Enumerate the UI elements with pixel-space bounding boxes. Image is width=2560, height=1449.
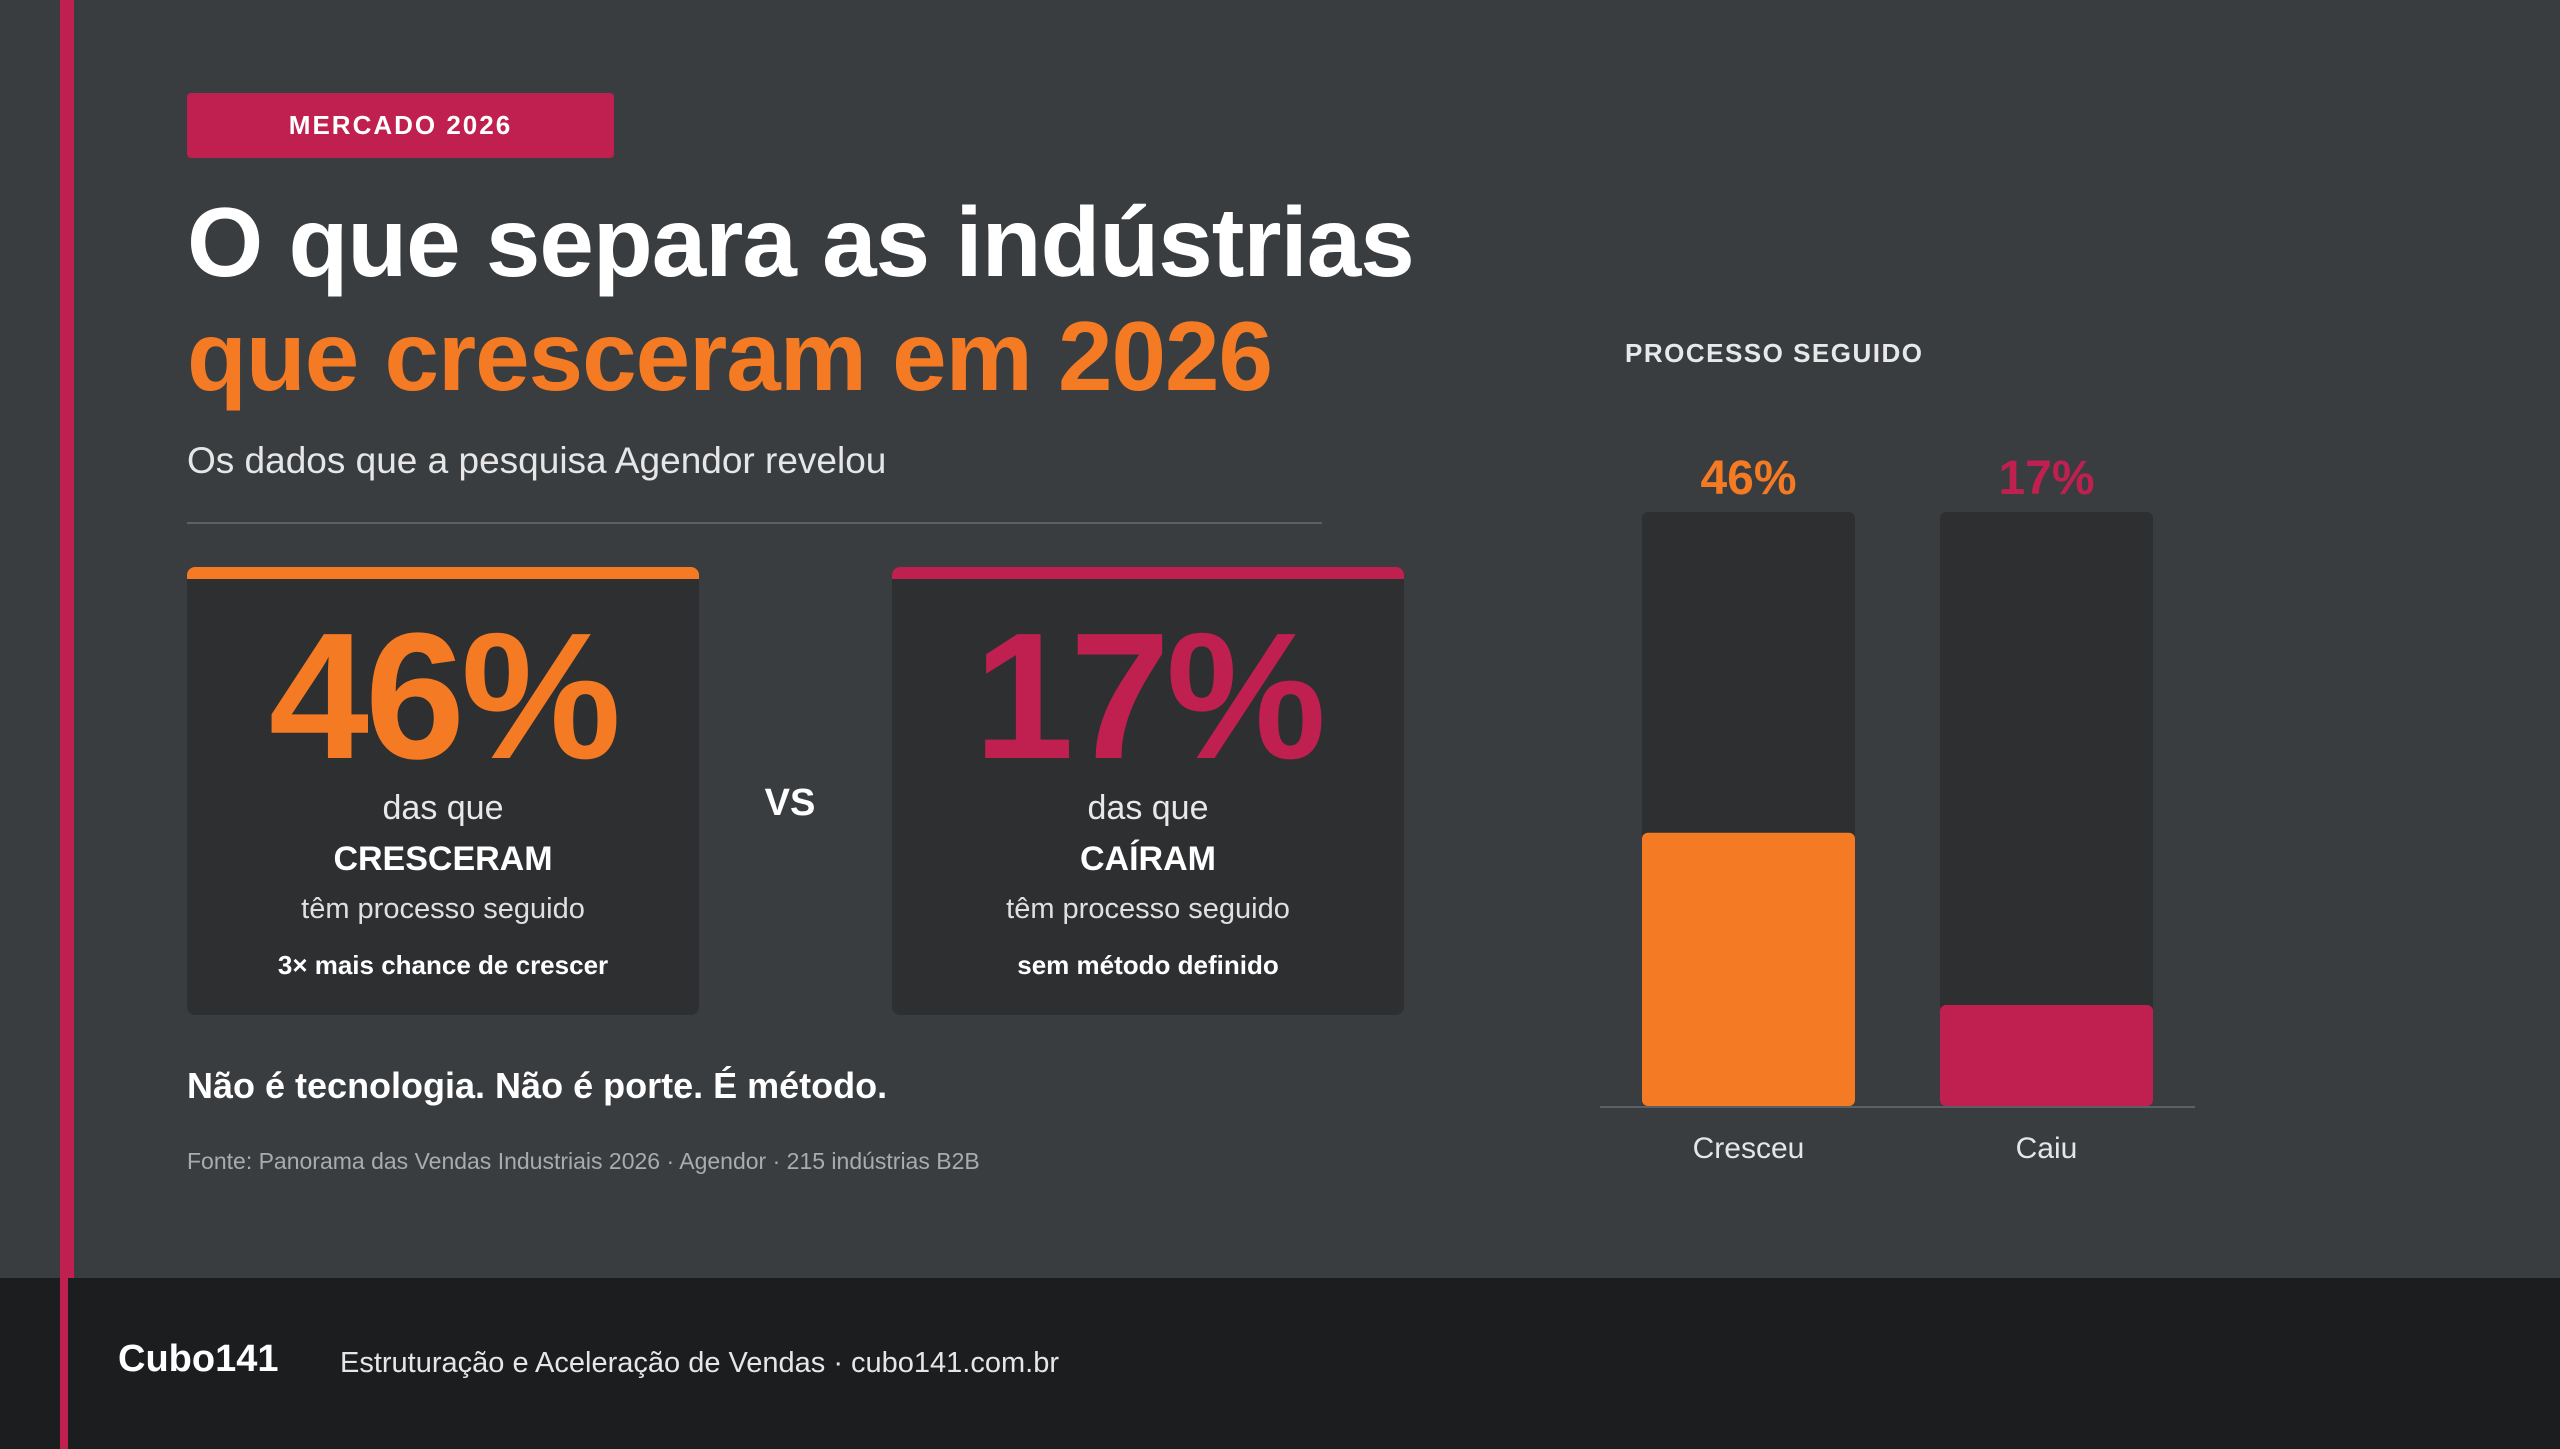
category-label: Cresceu (1693, 1132, 1805, 1165)
market-badge: MERCADO 2026 (187, 93, 614, 158)
versus-label: VS (764, 782, 816, 824)
stat-line-3: têm processo seguido (301, 893, 585, 925)
footer: Cubo141 Estruturação e Aceleração de Ven… (0, 1278, 2560, 1449)
stat-card-fell: 17% das que CAÍRAM têm processo seguido … (892, 567, 1404, 1015)
title-line-2: que cresceram em 2026 (187, 301, 1273, 411)
left-accent-bar (60, 0, 74, 1449)
bar-track (1940, 512, 2153, 1106)
category-label: Caiu (2016, 1132, 2078, 1165)
divider (187, 522, 1322, 524)
title-line-1: O que separa as indústrias (187, 187, 1415, 297)
brand-logo: Cubo141 (118, 1338, 279, 1380)
card-top-line (892, 567, 1404, 579)
source-note: Fonte: Panorama das Vendas Industriais 2… (187, 1148, 980, 1174)
bar-value-label: 17% (1998, 452, 2094, 505)
stat-value: 17% (973, 596, 1326, 797)
claim-text: Não é tecnologia. Não é porte. É método. (187, 1065, 888, 1106)
stat-line-4: sem método definido (1017, 950, 1279, 980)
stat-line-2: CRESCERAM (333, 840, 553, 878)
bar-cresceu (1642, 832, 1855, 1106)
stat-value: 46% (268, 596, 621, 797)
subtitle: Os dados que a pesquisa Agendor revelou (187, 440, 887, 481)
stat-line-3: têm processo seguido (1006, 893, 1290, 925)
stat-card-grew: 46% das que CRESCERAM têm processo segui… (187, 567, 699, 1015)
bar-chart: 46% Cresceu 17% Caiu (1600, 452, 2195, 1165)
chart-title: PROCESSO SEGUIDO (1625, 338, 1924, 368)
footer-tagline: Estruturação e Aceleração de Vendas · cu… (340, 1347, 1059, 1379)
stat-line-1: das que (382, 789, 504, 827)
stat-line-1: das que (1087, 789, 1209, 827)
bar-value-label: 46% (1700, 452, 1796, 505)
stat-line-2: CAÍRAM (1080, 840, 1216, 878)
stat-line-4: 3× mais chance de crescer (277, 950, 609, 980)
bar-caiu (1940, 1005, 2153, 1106)
card-top-line (187, 567, 699, 579)
footer-accent-bar (60, 1278, 68, 1449)
